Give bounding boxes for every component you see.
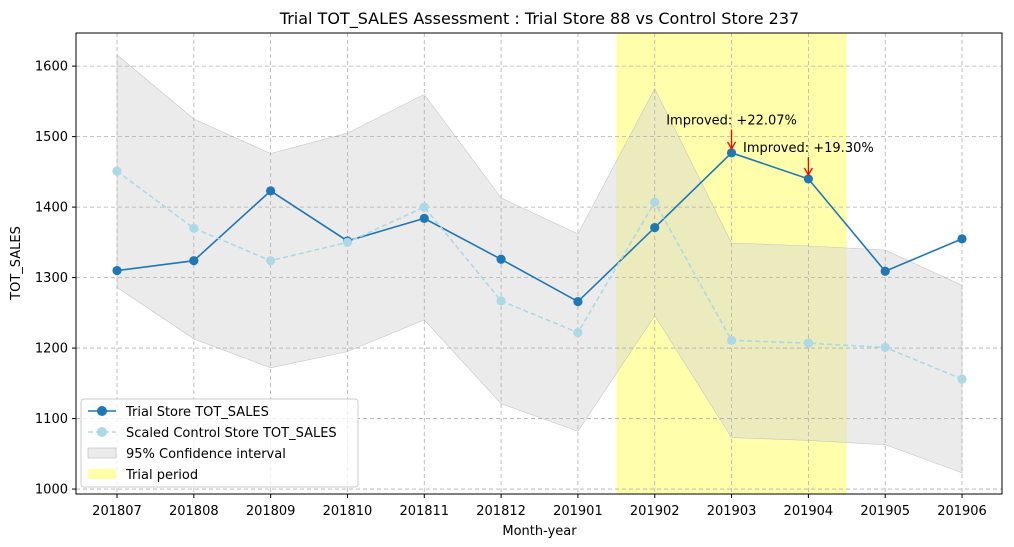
data-point-control-store xyxy=(726,335,737,345)
data-point-trial-store xyxy=(189,256,199,266)
data-point-control-store xyxy=(496,296,506,306)
legend-marker-control-store xyxy=(97,427,107,437)
x-tick-label: 201807 xyxy=(92,504,142,519)
data-point-control-store xyxy=(573,327,583,338)
data-point-control-store xyxy=(957,374,967,384)
data-point-trial-store xyxy=(266,186,276,196)
x-tick-label: 201904 xyxy=(784,504,834,519)
data-point-control-store xyxy=(419,202,429,212)
legend-swatch-confidence-interval xyxy=(87,447,117,459)
data-point-trial-store xyxy=(803,174,813,184)
data-point-control-store xyxy=(112,166,122,176)
series-layer xyxy=(112,148,967,384)
x-tick-label: 201811 xyxy=(399,504,449,519)
annotation-arrowhead xyxy=(726,141,737,151)
x-axis-label: Month-year xyxy=(502,524,577,539)
data-point-trial-store xyxy=(650,222,660,233)
data-point-control-store xyxy=(189,223,199,233)
legend-marker-trial-store xyxy=(97,406,107,416)
series-line-control-store xyxy=(116,170,963,380)
legend: Trial Store TOT_SALES Scaled Control Sto… xyxy=(80,398,359,488)
series-line-trial-store xyxy=(116,151,963,303)
data-point-trial-store xyxy=(112,265,122,276)
data-point-trial-store xyxy=(880,266,890,276)
plot-background-layer xyxy=(116,33,963,494)
data-point-trial-store xyxy=(419,213,429,223)
x-tick-label: 201810 xyxy=(323,504,373,519)
data-point-control-store xyxy=(650,197,660,207)
trial-period-shading xyxy=(616,33,847,494)
axes-layer: 1000 1100 1200 1300 1400 1500 1600 201807 201808… xyxy=(35,32,1003,519)
data-point-trial-store xyxy=(496,254,506,264)
x-tick-label: 201903 xyxy=(707,504,757,519)
x-tick-label: 201906 xyxy=(937,504,987,519)
legend-label-control-store: Scaled Control Store TOT_SALES xyxy=(126,426,337,441)
data-point-control-store xyxy=(342,237,353,247)
y-tick-label: 1100 xyxy=(35,412,68,427)
x-tick-label: 201809 xyxy=(246,504,296,519)
y-tick-label: 1400 xyxy=(35,201,68,216)
x-tick-label: 201812 xyxy=(476,504,526,519)
annotation-label: Improved: +19.30% xyxy=(743,141,874,156)
legend-label-trial-period: Trial period xyxy=(125,468,198,483)
y-tick-label: 1300 xyxy=(35,271,68,286)
legend-frame xyxy=(80,398,359,488)
annotation-layer: Improved: +22.07% Improved: +19.30% xyxy=(666,114,874,177)
y-tick-label: 1200 xyxy=(35,342,68,357)
y-tick-label: 1500 xyxy=(35,130,68,145)
legend-label-confidence-interval: 95% Confidence interval xyxy=(126,447,286,462)
data-point-trial-store xyxy=(726,148,737,158)
x-tick-label: 201808 xyxy=(169,504,219,519)
x-tick-label: 201902 xyxy=(630,504,680,519)
legend-swatch-trial-period xyxy=(88,469,116,479)
y-tick-label: 1600 xyxy=(35,60,68,75)
data-point-control-store xyxy=(880,342,890,352)
annotation-label: Improved: +22.07% xyxy=(666,114,797,129)
x-tick-label: 201901 xyxy=(553,504,603,519)
y-axis-label: TOT_SALES xyxy=(9,226,24,301)
data-point-trial-store xyxy=(957,234,967,244)
annotation-arrowhead xyxy=(803,167,813,177)
legend-label-trial-store: Trial Store TOT_SALES xyxy=(125,405,269,420)
data-point-control-store xyxy=(803,338,813,348)
x-tick-label: 201905 xyxy=(860,504,910,519)
plot-frame xyxy=(75,32,1003,495)
data-point-control-store xyxy=(266,256,276,266)
y-tick-label: 1000 xyxy=(35,483,68,498)
data-point-trial-store xyxy=(573,296,583,307)
chart-title: Trial TOT_SALES Assessment : Trial Store… xyxy=(279,9,799,29)
